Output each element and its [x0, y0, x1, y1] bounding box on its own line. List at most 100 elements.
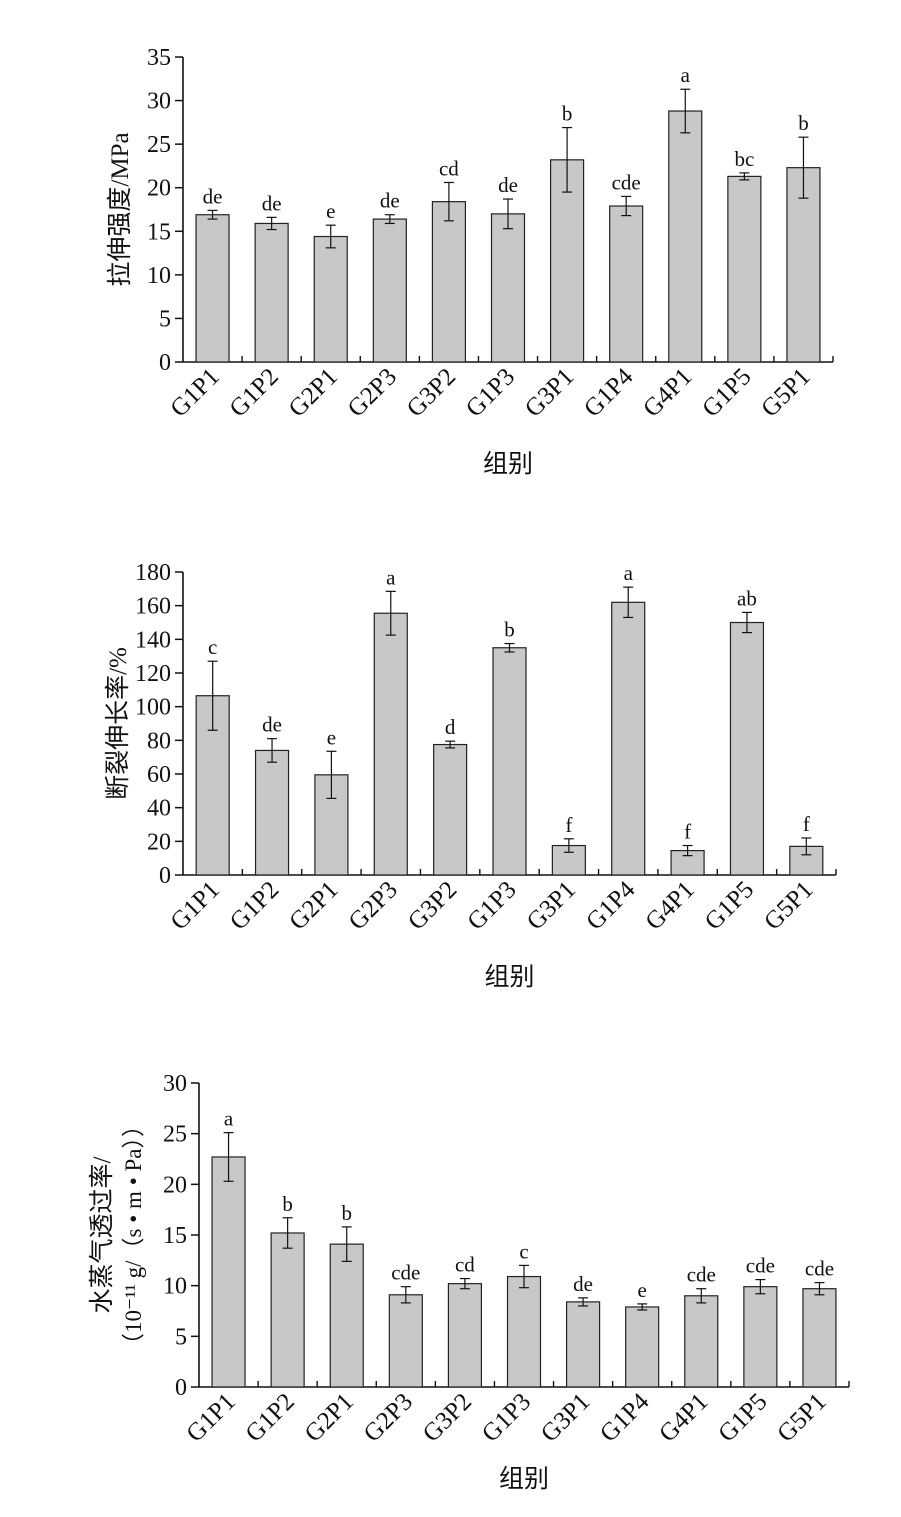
- significance-letter: de: [573, 1272, 593, 1296]
- y-tick-label: 10: [163, 1274, 187, 1300]
- tensile-strength-chart: 0 5 10 15 20 25 30 35 de G1P1 de G1P2 e G2P1 de G2P3 cd G…: [0, 0, 901, 500]
- significance-letter: f: [565, 813, 572, 837]
- x-tick-label: G1P1: [181, 1388, 240, 1447]
- bar: [447, 1283, 483, 1388]
- y-tick-label: 0: [159, 350, 171, 376]
- significance-letter: de: [262, 191, 282, 215]
- bar: [433, 743, 468, 876]
- x-axis-title: 组别: [499, 1465, 549, 1493]
- significance-letter: c: [519, 1239, 528, 1263]
- significance-letter: d: [445, 715, 456, 739]
- x-tick-label: G1P5: [713, 1388, 772, 1447]
- x-tick-label: G3P1: [520, 363, 579, 422]
- y-tick-label: 40: [147, 796, 171, 822]
- bar: [431, 201, 467, 363]
- x-tick-label: G1P3: [462, 876, 521, 935]
- x-tick-label: G1P2: [241, 1388, 300, 1447]
- significance-letter: cde: [612, 170, 641, 194]
- y-tick-label: 120: [135, 661, 171, 687]
- y-tick-label: 15: [163, 1223, 187, 1249]
- significance-letter: a: [681, 63, 691, 87]
- y-tick-label: 180: [135, 560, 171, 586]
- bar: [743, 1286, 778, 1388]
- x-tick-label: G2P3: [359, 1388, 418, 1447]
- x-tick-label: G1P2: [225, 363, 284, 422]
- y-tick-label: 30: [163, 1071, 187, 1097]
- x-tick-label: G1P5: [697, 363, 756, 422]
- x-tick-label: G3P1: [536, 1388, 595, 1447]
- x-tick-label: G5P1: [772, 1388, 831, 1447]
- x-axis-title: 组别: [484, 963, 534, 991]
- x-tick-label: G3P2: [418, 1388, 477, 1447]
- significance-letter: ab: [737, 586, 757, 610]
- y-tick-label: 5: [159, 306, 171, 332]
- y-tick-label: 160: [135, 594, 171, 620]
- x-tick-label: G1P4: [581, 876, 641, 936]
- y-axis-title: 水蒸气透过率/: [88, 1156, 116, 1313]
- bar: [313, 235, 348, 363]
- bar: [254, 222, 289, 363]
- y-tick-label: 35: [147, 45, 171, 71]
- significance-letter: cd: [439, 156, 459, 180]
- y-tick-label: 80: [147, 728, 171, 754]
- bar: [609, 205, 644, 363]
- bar: [195, 214, 230, 363]
- bar: [388, 1294, 423, 1388]
- water-vapor-permeability-chart: 0 5 10 15 20 25 30 a G1P1 b G1P2 b G2P1 cde G2P3 cd G3P2…: [0, 1020, 901, 1517]
- significance-letter: de: [380, 189, 400, 213]
- significance-letter: f: [803, 812, 810, 836]
- water-vapor-permeability-chart-svg: 051015202530aG1P1bG1P2bG2P1cdeG2P3cdG3P2…: [88, 1071, 850, 1493]
- bar: [802, 1288, 837, 1388]
- bar: [373, 612, 408, 876]
- significance-letter: cde: [746, 1254, 775, 1278]
- significance-letter: cde: [687, 1263, 716, 1287]
- bar: [684, 1295, 719, 1388]
- y-tick-label: 0: [175, 1375, 187, 1401]
- x-axis-title: 组别: [483, 450, 533, 478]
- significance-letter: de: [203, 184, 223, 208]
- bar: [729, 621, 765, 876]
- x-tick-label: G5P1: [756, 363, 815, 422]
- significance-letter: e: [638, 1278, 647, 1302]
- significance-letter: cde: [391, 1261, 420, 1285]
- x-tick-label: G2P3: [344, 876, 403, 935]
- significance-letter: e: [326, 199, 335, 223]
- significance-letter: e: [327, 725, 336, 749]
- x-tick-label: G1P4: [579, 363, 639, 423]
- bar: [786, 167, 821, 363]
- y-tick-label: 10: [147, 263, 171, 289]
- significance-letter: cd: [455, 1253, 475, 1277]
- y-tick-label: 60: [147, 762, 171, 788]
- bar: [668, 110, 703, 363]
- x-tick-label: G1P3: [461, 363, 520, 422]
- bar: [329, 1243, 364, 1388]
- significance-letter: b: [282, 1192, 293, 1216]
- x-tick-label: G4P1: [654, 1388, 713, 1447]
- significance-letter: b: [798, 111, 809, 135]
- x-tick-label: G3P2: [402, 363, 461, 422]
- bar: [211, 1156, 246, 1388]
- tensile-strength-chart-svg: 0 5 10 15 20 25 30 35 de G1P1 de G1P2 e G2P1 de G2P3 cd G…: [106, 45, 834, 478]
- x-tick-label: G4P1: [640, 876, 699, 935]
- bar: [625, 1306, 660, 1388]
- significance-letter: a: [386, 565, 396, 589]
- x-tick-label: G1P1: [165, 363, 224, 422]
- bar: [506, 1275, 542, 1388]
- y-tick-label: 5: [175, 1324, 187, 1350]
- significance-letter: b: [341, 1201, 352, 1225]
- x-tick-label: G3P2: [403, 876, 462, 935]
- x-tick-label: G2P1: [284, 876, 343, 935]
- y-tick-label: 0: [159, 863, 171, 889]
- y-tick-label: 20: [147, 829, 171, 855]
- significance-letter: a: [224, 1107, 234, 1131]
- x-tick-label: G2P3: [343, 363, 402, 422]
- significance-letter: b: [504, 618, 515, 642]
- x-tick-label: G4P1: [638, 363, 697, 422]
- y-tick-label: 100: [135, 695, 171, 721]
- significance-letter: bc: [734, 147, 754, 171]
- x-tick-label: G1P5: [700, 876, 759, 935]
- x-tick-label: G2P1: [284, 363, 343, 422]
- x-tick-label: G1P1: [166, 876, 225, 935]
- y-tick-label: 15: [147, 219, 171, 245]
- significance-letter: c: [208, 635, 217, 659]
